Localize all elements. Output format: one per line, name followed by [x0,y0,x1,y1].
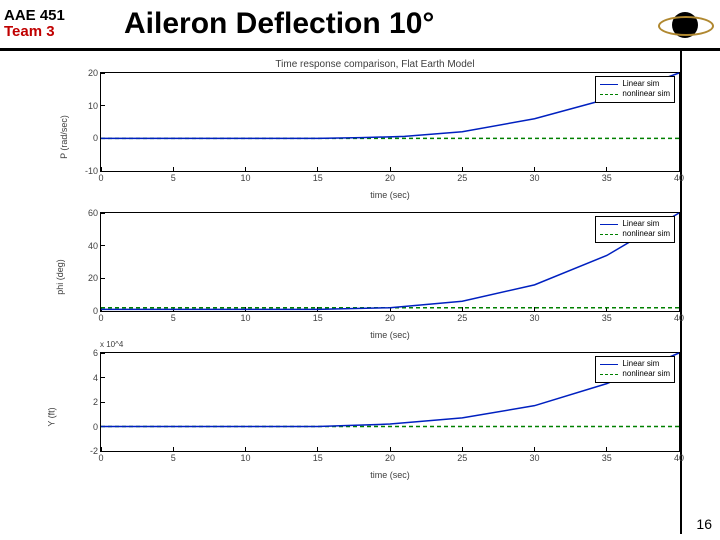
x-tick-label: 5 [171,311,176,323]
y-tick-label: 0 [93,422,101,432]
chart-panel-1: 02040600510152025303540Linear simnonline… [70,212,680,342]
legend-swatch-dash [600,94,618,95]
legend-item-linear: Linear sim [600,219,670,229]
legend-item-nonlinear: nonlinear sim [600,369,670,379]
y-axis-label: P (rad/sec) [59,115,69,159]
legend-label: nonlinear sim [622,369,670,379]
x-tick-label: 5 [171,171,176,183]
x-tick-label: 0 [98,451,103,463]
legend: Linear simnonlinear sim [595,76,675,103]
series-linear [101,73,679,138]
legend-swatch-solid [600,364,618,365]
plot-2: -202460510152025303540Linear simnonlinea… [100,352,680,452]
x-tick-label: 15 [313,451,323,463]
y-tick-label: 2 [93,397,101,407]
slide-number: 16 [696,516,712,532]
y-tick-label: 0 [93,133,101,143]
plot-0: -10010200510152025303540Linear simnonlin… [100,72,680,172]
x-tick-label: 15 [313,171,323,183]
series-linear [101,353,679,427]
legend-swatch-solid [600,84,618,85]
figure-supertitle: Time response comparison, Flat Earth Mod… [70,59,680,70]
y-tick-label: 6 [93,348,101,358]
y-tick-label: 20 [88,273,101,283]
y-axis-label: Y (ft) [47,407,57,426]
legend-item-linear: Linear sim [600,79,670,89]
x-tick-label: 35 [602,311,612,323]
legend-label: Linear sim [622,79,659,89]
legend-item-nonlinear: nonlinear sim [600,229,670,239]
x-axis-label: time (sec) [100,470,680,480]
x-tick-label: 35 [602,451,612,463]
x-tick-label: 30 [529,451,539,463]
slide-title: Aileron Deflection 10° [94,7,658,41]
legend-item-linear: Linear sim [600,359,670,369]
x-tick-label: 10 [240,451,250,463]
series-svg [101,213,679,311]
legend-label: Linear sim [622,219,659,229]
legend-label: nonlinear sim [622,229,670,239]
x-tick-label: 35 [602,171,612,183]
y-tick-label: 60 [88,208,101,218]
chart-area: Time response comparison, Flat Earth Mod… [0,51,720,482]
x-tick-label: 30 [529,171,539,183]
legend-item-nonlinear: nonlinear sim [600,89,670,99]
slide-header: AAE 451 Team 3 Aileron Deflection 10° [0,0,720,51]
legend-swatch-dash [600,234,618,235]
x-tick-label: 25 [457,311,467,323]
chart-panel-0: -10010200510152025303540Linear simnonlin… [70,72,680,202]
legend-swatch-solid [600,224,618,225]
y-tick-label: 40 [88,241,101,251]
legend-swatch-dash [600,374,618,375]
x-axis-label: time (sec) [100,190,680,200]
university-logo [658,2,714,46]
series-linear [101,213,679,309]
chart-panel-2: -202460510152025303540Linear simnonlinea… [70,352,680,482]
x-tick-label: 40 [674,311,684,323]
x-tick-label: 10 [240,171,250,183]
team-label: Team 3 [4,24,94,41]
legend-label: Linear sim [622,359,659,369]
x-tick-label: 25 [457,171,467,183]
plot-1: 02040600510152025303540Linear simnonline… [100,212,680,312]
x-tick-label: 30 [529,311,539,323]
y-tick-label: 4 [93,373,101,383]
y-tick-label: 20 [88,68,101,78]
x-tick-label: 0 [98,311,103,323]
legend: Linear simnonlinear sim [595,356,675,383]
x-tick-label: 20 [385,171,395,183]
x-tick-label: 25 [457,451,467,463]
x-tick-label: 20 [385,451,395,463]
x-axis-label: time (sec) [100,330,680,340]
x-tick-label: 0 [98,171,103,183]
x-tick-label: 40 [674,171,684,183]
x-tick-label: 20 [385,311,395,323]
course-label: AAE 451 [4,8,94,25]
y-tick-label: 10 [88,101,101,111]
series-svg [101,353,679,451]
x-tick-label: 15 [313,311,323,323]
legend: Linear simnonlinear sim [595,216,675,243]
course-box: AAE 451 Team 3 [0,8,94,41]
x-tick-label: 40 [674,451,684,463]
x-tick-label: 5 [171,451,176,463]
scale-exponent-note: x 10^4 [100,340,123,349]
y-axis-label: phi (deg) [55,259,65,295]
x-tick-label: 10 [240,311,250,323]
series-svg [101,73,679,171]
legend-label: nonlinear sim [622,89,670,99]
